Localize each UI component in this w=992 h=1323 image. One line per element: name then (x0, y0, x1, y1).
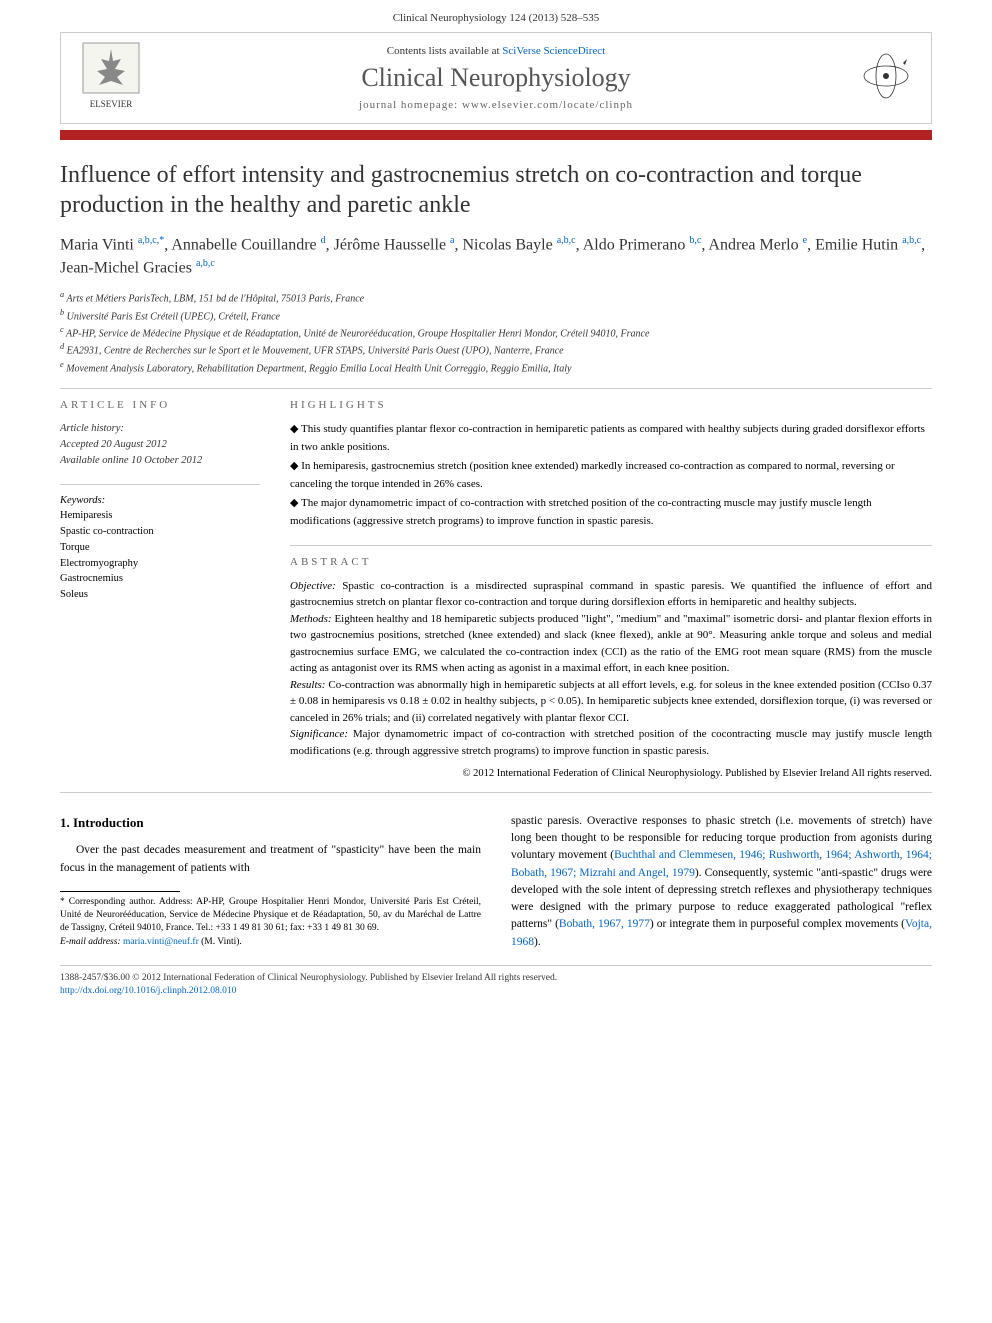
banner-center: Contents lists available at SciVerse Sci… (161, 45, 831, 111)
affiliation-item: d EA2931, Centre de Recherches sur le Sp… (60, 341, 932, 358)
abstract-body: Objective: Spastic co-contraction is a m… (290, 578, 932, 782)
affiliation-item: a Arts et Métiers ParisTech, LBM, 151 bd… (60, 289, 932, 306)
elsevier-logo-container: ELSEVIER (81, 41, 161, 115)
journal-banner: ELSEVIER Contents lists available at Sci… (60, 32, 932, 124)
svg-text:ELSEVIER: ELSEVIER (90, 99, 133, 109)
body-col-right: spastic paresis. Overactive responses to… (511, 813, 932, 951)
divider (60, 388, 932, 389)
color-bar (60, 130, 932, 140)
available-date: Available online 10 October 2012 (60, 453, 260, 469)
intro-heading: 1. Introduction (60, 813, 481, 833)
divider (60, 484, 260, 485)
journal-logo-icon (861, 51, 911, 101)
corresponding-author-footnote: * Corresponding author. Address: AP-HP, … (60, 896, 481, 936)
highlight-item: ◆ This study quantifies plantar flexor c… (290, 421, 932, 456)
highlight-item: ◆ In hemiparesis, gastrocnemius stretch … (290, 458, 932, 493)
doi-link[interactable]: http://dx.doi.org/10.1016/j.clinph.2012.… (60, 985, 932, 998)
affiliation-item: c AP-HP, Service de Médecine Physique et… (60, 324, 932, 341)
body-columns: 1. Introduction Over the past decades me… (60, 813, 932, 951)
keyword-item: Hemiparesis (60, 508, 260, 524)
divider (60, 792, 932, 793)
info-abstract-row: ARTICLE INFO Article history: Accepted 2… (60, 399, 932, 782)
authors-list: Maria Vinti a,b,c,*, Annabelle Couilland… (60, 234, 932, 279)
email-footnote: E-mail address: maria.vinti@neuf.fr (M. … (60, 936, 481, 949)
article-history: Article history: Accepted 20 August 2012… (60, 421, 260, 468)
highlights-list: ◆ This study quantifies plantar flexor c… (290, 421, 932, 531)
article-info-column: ARTICLE INFO Article history: Accepted 2… (60, 399, 260, 782)
body-col-left: 1. Introduction Over the past decades me… (60, 813, 481, 951)
highlights-abstract-column: HIGHLIGHTS ◆ This study quantifies plant… (290, 399, 932, 782)
affiliation-item: b Université Paris Est Créteil (UPEC), C… (60, 307, 932, 324)
divider (290, 545, 932, 546)
keywords-list: HemiparesisSpastic co-contractionTorqueE… (60, 508, 260, 603)
elsevier-logo-icon: ELSEVIER (81, 41, 141, 111)
accepted-date: Accepted 20 August 2012 (60, 437, 260, 453)
homepage-url[interactable]: www.elsevier.com/locate/clinph (462, 99, 633, 111)
homepage-prefix: journal homepage: (359, 99, 462, 111)
keyword-item: Gastrocnemius (60, 571, 260, 587)
abstract-copyright: © 2012 International Federation of Clini… (290, 767, 932, 782)
abstract-objective: Objective: Spastic co-contraction is a m… (290, 578, 932, 611)
journal-homepage: journal homepage: www.elsevier.com/locat… (161, 99, 831, 111)
abstract-significance: Significance: Major dynamometric impact … (290, 726, 932, 759)
page-citation: Clinical Neurophysiology 124 (2013) 528–… (0, 0, 992, 32)
keywords-label: Keywords: (60, 495, 260, 506)
journal-name: Clinical Neurophysiology (161, 63, 831, 93)
email-label: E-mail address: (60, 937, 121, 947)
keyword-item: Spastic co-contraction (60, 524, 260, 540)
corr-label: * Corresponding author. (60, 897, 155, 907)
page-footer: 1388-2457/$36.00 © 2012 International Fe… (60, 965, 932, 999)
abstract-results: Results: Co-contraction was abnormally h… (290, 677, 932, 727)
body-para-2: spastic paresis. Overactive responses to… (511, 813, 932, 951)
article-title: Influence of effort intensity and gastro… (60, 160, 932, 220)
abstract-label: ABSTRACT (290, 556, 932, 568)
highlights-label: HIGHLIGHTS (290, 399, 932, 411)
keyword-item: Torque (60, 540, 260, 556)
highlight-item: ◆ The major dynamometric impact of co-co… (290, 495, 932, 530)
footer-copyright: 1388-2457/$36.00 © 2012 International Fe… (60, 972, 932, 985)
history-label: Article history: (60, 421, 260, 437)
abstract-methods: Methods: Eighteen healthy and 18 hemipar… (290, 611, 932, 677)
citation-link[interactable]: Bobath, 1967, 1977 (559, 918, 650, 930)
contents-prefix: Contents lists available at (387, 45, 502, 57)
contents-line: Contents lists available at SciVerse Sci… (161, 45, 831, 57)
keyword-item: Electromyography (60, 556, 260, 572)
affiliations-list: a Arts et Métiers ParisTech, LBM, 151 bd… (60, 289, 932, 376)
journal-logo-container (831, 51, 911, 105)
email-suffix: (M. Vinti). (199, 937, 242, 947)
footnote-separator (60, 891, 180, 892)
email-link[interactable]: maria.vinti@neuf.fr (123, 937, 199, 947)
sciencedirect-link[interactable]: SciVerse ScienceDirect (502, 45, 605, 57)
keyword-item: Soleus (60, 587, 260, 603)
article-info-label: ARTICLE INFO (60, 399, 260, 411)
body-para-1: Over the past decades measurement and tr… (60, 842, 481, 877)
affiliation-item: e Movement Analysis Laboratory, Rehabili… (60, 359, 932, 376)
